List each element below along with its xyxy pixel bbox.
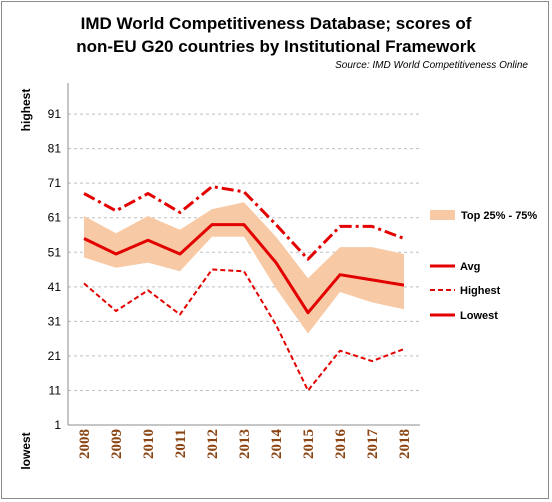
x-tick-label: 2018 (397, 429, 413, 459)
y-tick-label: 31 (48, 314, 62, 328)
legend-label-lowest: Lowest (460, 310, 498, 322)
lowest-line (83, 185, 405, 261)
series-lines (83, 185, 405, 392)
x-tick-labels: 2008 2009 2010 2011 2012 2013 2014 2015 2016 2017… (77, 429, 413, 460)
legend-label-avg: Avg (460, 261, 480, 273)
x-tick-label: 2016 (333, 429, 349, 460)
avg-line (83, 223, 405, 315)
y-tick-label: 41 (48, 280, 62, 294)
x-tick-label: 2009 (109, 429, 125, 459)
quartile-band (84, 202, 404, 334)
y-tick-label: 11 (49, 383, 62, 397)
y-tick-label: 71 (48, 176, 62, 190)
x-tick-label: 2010 (141, 429, 157, 459)
quartile-band-layer (84, 202, 404, 334)
legend: Top 25% - 75% Avg Highest Lowest (430, 210, 537, 322)
x-tick-label: 2013 (237, 429, 253, 459)
y-tick-label: 91 (48, 107, 62, 121)
y-tick-label: 81 (48, 142, 62, 156)
x-tick-label: 2012 (205, 429, 221, 459)
y-axis-bottom-label: lowest (19, 432, 33, 469)
y-tick-label: 21 (48, 349, 62, 363)
chart-title-line-2: non-EU G20 countries by Institutional Fr… (76, 37, 476, 56)
x-tick-label: 2011 (173, 429, 189, 458)
legend-swatch-band (430, 210, 455, 220)
x-tick-label: 2008 (77, 429, 93, 459)
y-tick-label: 1 (54, 418, 61, 432)
legend-label-band: Top 25% - 75% (461, 210, 537, 222)
x-tick-label: 2015 (301, 429, 317, 459)
y-axis-top-label: highest (19, 89, 33, 132)
chart-title-line-1: IMD World Competitiveness Database; scor… (81, 14, 472, 33)
highest-line (83, 268, 405, 392)
x-tick-label: 2014 (269, 429, 285, 460)
y-tick-label: 61 (48, 211, 62, 225)
y-tick-label: 51 (48, 245, 62, 259)
x-tick-label: 2017 (365, 429, 381, 460)
chart-source: Source: IMD World Competitiveness Online (335, 60, 528, 71)
legend-label-highest: Highest (460, 285, 501, 297)
